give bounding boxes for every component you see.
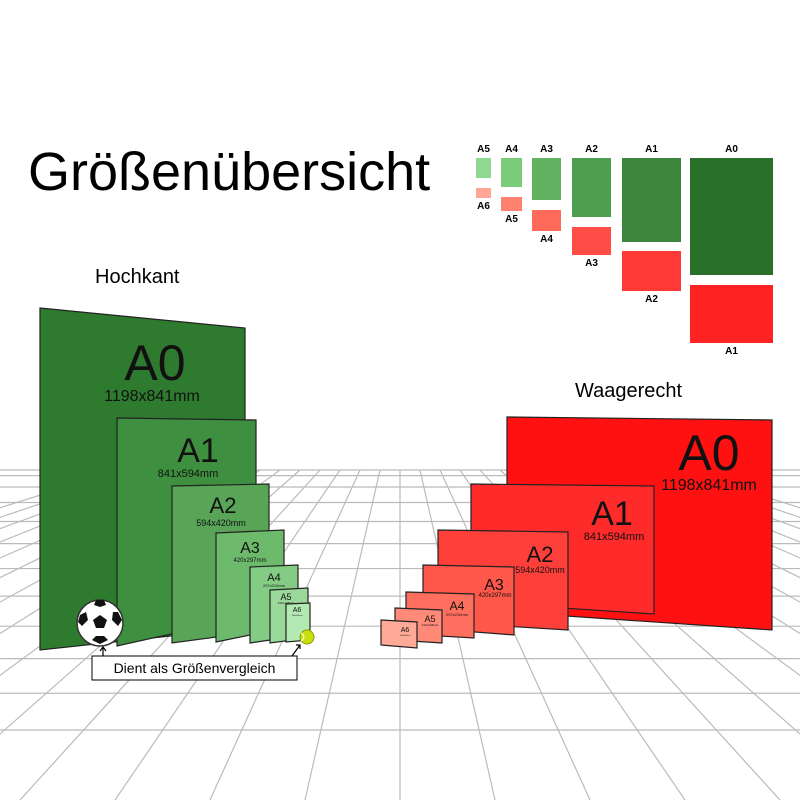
panel-label: A5 xyxy=(424,614,435,624)
panel-label: A3 xyxy=(240,540,260,557)
panel-dimensions: 148x105mm xyxy=(399,635,410,637)
legend-red-A5 xyxy=(501,197,522,211)
panel-dimensions: 210x148mm xyxy=(278,601,295,605)
panel-dimensions: 210x148mm xyxy=(422,623,439,627)
panel-label: A3 xyxy=(484,577,504,594)
panel-label: A6 xyxy=(293,607,302,614)
panel-label: A1 xyxy=(591,495,633,533)
legend-green-label: A3 xyxy=(540,144,553,155)
legend-green-A3 xyxy=(532,158,561,200)
legend-red-A4 xyxy=(532,210,561,231)
legend-green-A5 xyxy=(476,158,491,178)
legend-green-label: A2 xyxy=(585,144,598,155)
legend-red-A2 xyxy=(622,251,681,291)
tennis-ball-icon xyxy=(299,629,315,645)
comparison-caption-box xyxy=(91,655,298,681)
arrow-icon xyxy=(99,644,301,657)
legend-red-A6 xyxy=(476,188,491,198)
legend-red-label: A2 xyxy=(645,294,658,305)
legend-green-label: A4 xyxy=(505,144,518,155)
panel-label: A6 xyxy=(401,627,410,634)
panel-dimensions: 148x105mm xyxy=(291,615,302,617)
panel-label: A4 xyxy=(267,572,280,584)
legend-red-label: A4 xyxy=(540,234,553,245)
panel-label: A4 xyxy=(450,599,465,613)
panel-label: A0 xyxy=(124,335,185,391)
legend-green-A0 xyxy=(690,158,773,275)
legend-red-label: A1 xyxy=(725,346,738,357)
panel-dimensions: 1198x841mm xyxy=(104,388,200,405)
panel-dimensions: 841x594mm xyxy=(158,468,219,480)
panel-dimensions: 841x594mm xyxy=(584,531,645,543)
legend-green-label: A1 xyxy=(645,144,658,155)
panel-label: A5 xyxy=(280,592,291,602)
legend-green-A2 xyxy=(572,158,611,217)
panel-label: A1 xyxy=(177,432,219,470)
panel-dimensions: 420x297mm xyxy=(478,593,511,599)
comparison-caption: Dient als Größenvergleich xyxy=(114,660,276,676)
legend-red-A3 xyxy=(572,227,611,255)
panel-label: A2 xyxy=(527,542,554,567)
panel-dimensions: 420x297mm xyxy=(233,558,266,564)
legend-red-label: A6 xyxy=(477,201,490,212)
page-title: Größenübersicht xyxy=(28,142,430,202)
panel-dimensions: 1198x841mm xyxy=(661,477,757,494)
legend-green-A4 xyxy=(501,158,522,187)
legend-red-label: A3 xyxy=(585,258,598,269)
panel-label: A2 xyxy=(210,493,237,518)
legend-green-A1 xyxy=(622,158,681,242)
legend-red-A1 xyxy=(690,285,773,343)
panel-dimensions: 297x210mm xyxy=(446,612,469,617)
legend-green-label: A5 xyxy=(477,144,490,155)
size-legend: A5 A4 A3 A2 A1 A0 A6 A5 A4 A3 A2 A1 xyxy=(476,144,773,357)
legend-red-label: A5 xyxy=(505,214,518,225)
portrait-heading: Hochkant xyxy=(95,266,180,288)
landscape-heading: Waagerecht xyxy=(575,380,683,402)
panel-dimensions: 594x420mm xyxy=(196,518,246,528)
panel-dimensions: 594x420mm xyxy=(515,565,565,575)
legend-green-label: A0 xyxy=(725,144,738,155)
panel-label: A0 xyxy=(678,425,739,481)
soccer-ball-icon xyxy=(76,599,124,647)
panel-dimensions: 297x210mm xyxy=(263,583,286,588)
